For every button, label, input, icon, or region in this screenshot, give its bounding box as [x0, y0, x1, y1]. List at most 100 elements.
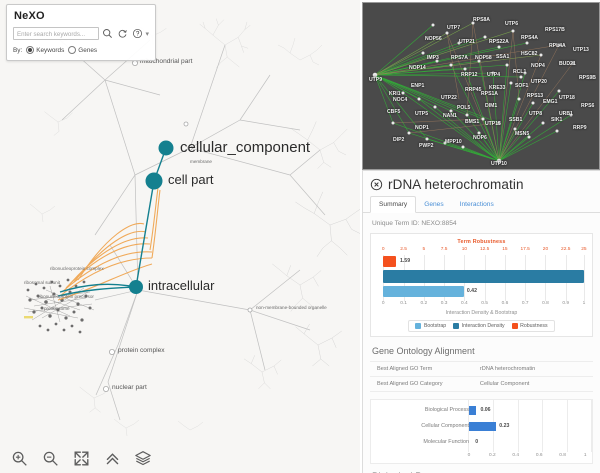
gene-label[interactable]: POL5 — [457, 105, 471, 111]
panel-tabs[interactable]: Summary Genes Interactions — [363, 196, 600, 213]
gene-label[interactable]: RPS7A — [451, 55, 468, 61]
chevron-up-icon[interactable] — [103, 449, 121, 467]
gene-label[interactable]: UTP4 — [487, 72, 501, 78]
ontology-tree-view[interactable]: cellular_component cell part intracellul… — [0, 0, 360, 473]
gene-label[interactable]: RPS8A — [473, 17, 490, 23]
gene-label[interactable]: ENP1 — [411, 83, 425, 89]
term-info-panel[interactable]: rDNA heterochromatin Summary Genes Inter… — [362, 170, 600, 473]
node-label-nuclear-part[interactable]: nuclear part — [112, 384, 147, 391]
close-circle-icon[interactable] — [370, 178, 383, 191]
node-label-cellular-component[interactable]: cellular_component — [180, 139, 311, 156]
gene-label[interactable]: RCL1 — [513, 69, 527, 75]
node-label-preribosome[interactable]: preribosome — [44, 306, 70, 311]
gene-label[interactable]: NOP6 — [473, 135, 487, 141]
search-icon[interactable] — [102, 27, 114, 40]
view-toolbar[interactable] — [0, 443, 360, 473]
gene-label[interactable]: NOP56 — [425, 36, 442, 42]
gene-label[interactable]: MSN5 — [515, 131, 530, 137]
gene-label[interactable]: KRI1 — [389, 91, 401, 97]
gene-label[interactable]: HSC82 — [521, 51, 538, 57]
gene-label[interactable]: NAN1 — [443, 113, 457, 119]
gene-label[interactable]: RPS22A — [489, 39, 509, 45]
zoom-out-icon[interactable] — [41, 449, 59, 467]
node-label-ribonucleoprotein-precursor[interactable]: ribonucleoprotein precursor — [38, 294, 94, 299]
gene-label[interactable]: NOC4 — [393, 97, 408, 103]
gene-label[interactable]: SIK1 — [551, 117, 563, 123]
network-nodes — [372, 21, 575, 164]
tab-summary[interactable]: Summary — [370, 196, 417, 213]
search-panel[interactable]: NeXO Enter search keywords... — [6, 4, 156, 61]
tab-interactions[interactable]: Interactions — [459, 201, 494, 208]
gene-label[interactable]: DIP2 — [393, 137, 405, 143]
gene-label[interactable]: PWP2 — [419, 143, 434, 149]
node-label-non-membrane-bounded-organelle[interactable]: non-membrane-bounded organelle — [256, 305, 327, 310]
gene-label[interactable]: RRP12 — [461, 72, 478, 78]
zoom-in-icon[interactable] — [10, 449, 28, 467]
gene-label[interactable]: RRP45 — [465, 87, 482, 93]
gene-label[interactable]: NOP1 — [415, 125, 429, 131]
gene-label[interactable]: UTP13 — [573, 47, 589, 53]
gene-label[interactable]: UTP15 — [485, 121, 501, 127]
table-row: Best Aligned GO Category Cellular Compon… — [370, 377, 593, 392]
layers-icon[interactable] — [134, 449, 152, 467]
gene-label[interactable]: RPS13 — [527, 93, 544, 99]
chevron-down-icon[interactable]: ▾ — [145, 30, 149, 38]
axis-tick: 0.9 — [562, 301, 570, 306]
radio-keywords[interactable]: Keywords — [26, 46, 64, 54]
gene-label[interactable]: RPS4A — [521, 35, 538, 41]
gene-label[interactable]: RPS1A — [481, 91, 498, 97]
gene-label[interactable]: SSA1 — [496, 54, 510, 60]
search-row: Enter search keywords... — [13, 27, 149, 40]
gene-label[interactable]: DIM1 — [485, 103, 498, 109]
gene-label[interactable]: UTP21 — [459, 39, 475, 45]
gene-label[interactable]: RPS9B — [579, 75, 596, 81]
gene-label[interactable]: KRE33 — [489, 85, 506, 91]
gene-label[interactable]: RPS17B — [545, 27, 565, 33]
node-label-cell-part[interactable]: cell part — [168, 172, 214, 187]
gene-label[interactable]: UTP5 — [415, 111, 429, 117]
node-label-ribonucleoprotein-complex[interactable]: ribonucleoprotein complex — [50, 266, 104, 271]
gene-label[interactable]: NOP4 — [531, 63, 545, 69]
node-label-protein-complex[interactable]: protein complex — [118, 347, 165, 354]
node-label-ribosomal-subunit[interactable]: ribosomal subunit — [24, 280, 61, 285]
gene-label[interactable]: RPS6 — [581, 103, 595, 109]
gene-label[interactable]: UTP6 — [505, 21, 519, 27]
axis-tick: 0.2 — [420, 301, 428, 306]
gene-label[interactable]: SOF1 — [515, 83, 529, 89]
node-label-intracellular[interactable]: intracellular — [148, 278, 215, 293]
gene-label-hub-utp9[interactable]: UTP9 — [369, 77, 383, 83]
search-input[interactable]: Enter search keywords... — [13, 27, 99, 40]
gene-label[interactable]: RPL4A — [549, 43, 566, 49]
axis-tick: 0.2 — [489, 453, 496, 458]
gene-label[interactable]: UTP22 — [441, 95, 457, 101]
gene-label[interactable]: SSB1 — [509, 117, 523, 123]
gene-label[interactable]: EMG1 — [543, 99, 558, 105]
gene-label[interactable]: CBF5 — [387, 109, 401, 115]
reset-icon[interactable] — [117, 27, 129, 40]
gene-network-view[interactable]: UTP9 UTP10 RPS8A UTP6 UTP7 RPS17B NOP56 … — [362, 2, 600, 170]
tab-genes[interactable]: Genes — [424, 201, 444, 208]
radio-keywords-dot — [26, 46, 35, 54]
gene-label[interactable]: NOP14 — [409, 65, 426, 71]
gene-label[interactable]: BMS1 — [465, 119, 480, 125]
axis-tick: 17.5 — [520, 247, 530, 252]
help-icon[interactable] — [132, 27, 144, 40]
gene-label[interactable]: RRP9 — [573, 125, 587, 131]
gene-label[interactable]: MPP10 — [445, 139, 462, 145]
gene-label[interactable]: URB1 — [559, 111, 573, 117]
axis-tick: 25 — [581, 247, 587, 252]
gene-label[interactable]: BUD21 — [559, 61, 576, 67]
fit-screen-icon[interactable] — [72, 449, 90, 467]
gene-label[interactable]: UTP20 — [531, 79, 547, 85]
gene-label[interactable]: IMP3 — [427, 55, 439, 61]
gene-label-hub-utp10[interactable]: UTP10 — [491, 161, 507, 167]
gene-label[interactable]: UTP18 — [559, 95, 575, 101]
gene-label[interactable]: UTP7 — [447, 25, 461, 31]
gene-label[interactable]: UTP8 — [529, 111, 543, 117]
radio-genes[interactable]: Genes — [68, 46, 97, 54]
node-label-membrane[interactable]: membrane — [190, 159, 212, 164]
node-label-mitochondrial-part[interactable]: mitochondrial part — [140, 58, 193, 65]
gene-network-graph[interactable] — [363, 3, 599, 169]
gene-label[interactable]: NOP58 — [475, 55, 492, 61]
ontology-tree-graph[interactable] — [0, 0, 360, 473]
